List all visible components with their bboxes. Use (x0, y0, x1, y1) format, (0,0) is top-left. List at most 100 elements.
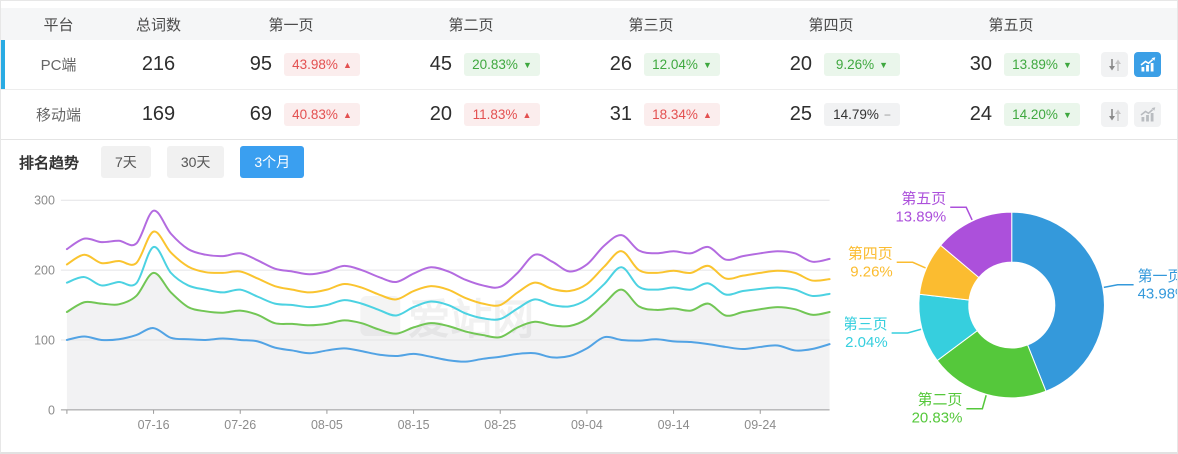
pie-leader-line (965, 395, 987, 410)
change-badge-down: 14.20% ▼ (1004, 103, 1080, 126)
arrow-up-icon: ▲ (342, 59, 352, 70)
percent-value: 14.79% (833, 107, 879, 122)
page-count: 95 (249, 53, 272, 75)
pie-label-第五页: 第五页 13.89% (895, 189, 946, 225)
line-series-第五页 (65, 209, 831, 289)
show-trend-chart-button[interactable] (1134, 102, 1161, 127)
y-axis-label: 100 (34, 333, 55, 347)
page-count: 45 (429, 53, 452, 75)
page-cell: 26 12.04% ▼ (561, 53, 741, 76)
x-axis-label: 07-26 (224, 418, 256, 432)
pie-slice-第五页[interactable] (939, 211, 1012, 279)
arrow-up-icon: ▲ (522, 109, 532, 120)
line-series-第一页 (65, 327, 831, 363)
change-badge-flat: 14.79% − (824, 103, 900, 126)
percent-value: 40.83% (292, 107, 338, 122)
rank-trend-line-chart[interactable]: 0 100 200 300 07-16 07-26 08-05 08-15 08-25 09-04… (9, 184, 843, 442)
change-badge-up: 43.98% ▲ (284, 53, 360, 76)
pie-leader-line (949, 206, 973, 221)
page-count: 20 (789, 53, 812, 75)
page-cell: 20 9.26% ▼ (741, 53, 921, 76)
row-actions (1101, 52, 1177, 77)
trend-chart-icon (1140, 56, 1155, 71)
sort-button[interactable] (1101, 52, 1128, 77)
tab-7天[interactable]: 7天 (101, 146, 151, 178)
col-header-total: 总词数 (135, 16, 181, 34)
pie-leader-line (896, 261, 926, 269)
page-cell: 24 14.20% ▼ (921, 103, 1101, 126)
table-body: PC端 216 95 43.98% ▲ 45 20.83% ▼ 26 12.04% ▼ 20 9.2… (1, 40, 1177, 140)
tab-3个月[interactable]: 3个月 (240, 146, 305, 178)
sort-button[interactable] (1101, 102, 1128, 127)
page-count: 26 (609, 53, 632, 75)
sort-icon (1108, 58, 1121, 71)
y-axis-label: 300 (34, 194, 55, 208)
pie-label-第三页: 第三页12.04% (845, 315, 888, 351)
tab-30天[interactable]: 30天 (166, 146, 225, 178)
page-count: 20 (429, 103, 452, 125)
x-axis-label: 07-16 (138, 418, 170, 432)
col-header-platform: 平台 (43, 16, 74, 34)
col-header-page2: 第二页 (448, 16, 494, 34)
watermark: 爱站网 (408, 296, 534, 343)
page-cell: 95 43.98% ▲ (201, 53, 381, 76)
pie-slice-第一页[interactable] (1010, 211, 1105, 392)
arrow-up-icon: ▲ (342, 109, 352, 120)
change-badge-up: 40.83% ▲ (284, 103, 360, 126)
percent-value: 18.34% (652, 107, 698, 122)
percent-value: 9.26% (835, 57, 875, 72)
y-axis-label: 0 (48, 403, 55, 417)
trend-bar: 排名趋势 7天 30天 3个月 (1, 140, 1177, 184)
platform-name: PC端 (40, 57, 77, 74)
y-axis-label: 200 (34, 264, 55, 278)
show-trend-chart-button[interactable] (1134, 52, 1161, 77)
total-words: 169 (141, 103, 176, 125)
page-count: 30 (969, 53, 992, 75)
page-cell: 69 40.83% ▲ (201, 103, 381, 126)
x-axis-label: 08-15 (398, 418, 430, 432)
arrow-down-icon: ▼ (522, 59, 532, 70)
page-count: 69 (249, 103, 272, 125)
row-actions (1101, 102, 1177, 127)
page-count: 24 (969, 103, 992, 125)
x-axis-label: 08-25 (484, 418, 516, 432)
sort-icon (1108, 108, 1121, 121)
change-badge-down: 13.89% ▼ (1004, 53, 1080, 76)
arrow-down-icon: ▼ (702, 59, 712, 70)
arrow-down-icon: ▼ (1062, 109, 1072, 120)
percent-value: 43.98% (292, 57, 338, 72)
x-axis-label: 09-04 (571, 418, 603, 432)
platform-name: 移动端 (35, 107, 81, 124)
page-cell: 30 13.89% ▼ (921, 53, 1101, 76)
pie-label-第四页: 第四页 9.26% (847, 244, 892, 280)
col-header-page1: 第一页 (268, 16, 314, 34)
change-badge-up: 11.83% ▲ (464, 103, 540, 126)
range-tabs: 7天 30天 3个月 (101, 146, 320, 178)
pie-leader-line (891, 328, 921, 334)
x-axis-label: 08-05 (311, 418, 343, 432)
pie-label-第一页: 第一页43.98% (1137, 267, 1177, 303)
col-header-page3: 第三页 (628, 16, 674, 34)
change-badge-down: 9.26% ▼ (824, 53, 900, 76)
table-row-移动端[interactable]: 移动端 169 69 40.83% ▲ 20 11.83% ▲ 31 18.34% ▲ 25 14.… (1, 90, 1177, 140)
table-row-PC端[interactable]: PC端 216 95 43.98% ▲ 45 20.83% ▼ 26 12.04% ▼ 20 9.2… (1, 40, 1177, 90)
change-badge-up: 18.34% ▲ (644, 103, 720, 126)
arrow-up-icon: ▲ (702, 109, 712, 120)
percent-value: 14.20% (1012, 107, 1058, 122)
pie-leader-line (1103, 284, 1134, 289)
line-series-第三页 (65, 246, 831, 321)
page-cell: 31 18.34% ▲ (561, 103, 741, 126)
line-series-第二页 (65, 271, 831, 339)
pie-slice-第二页[interactable] (936, 329, 1047, 399)
charts-area: 0 100 200 300 07-16 07-26 08-05 08-15 08-25 09-04… (1, 184, 1177, 446)
page-cell: 45 20.83% ▼ (381, 53, 561, 76)
pie-label-第二页: 第二页 20.83% (911, 391, 962, 427)
col-header-page4: 第四页 (808, 16, 854, 34)
x-axis-label: 09-14 (658, 418, 690, 432)
line-series-第四页 (65, 230, 831, 307)
percent-value: 13.89% (1012, 57, 1058, 72)
percent-value: 11.83% (472, 107, 518, 122)
change-badge-down: 20.83% ▼ (464, 53, 540, 76)
